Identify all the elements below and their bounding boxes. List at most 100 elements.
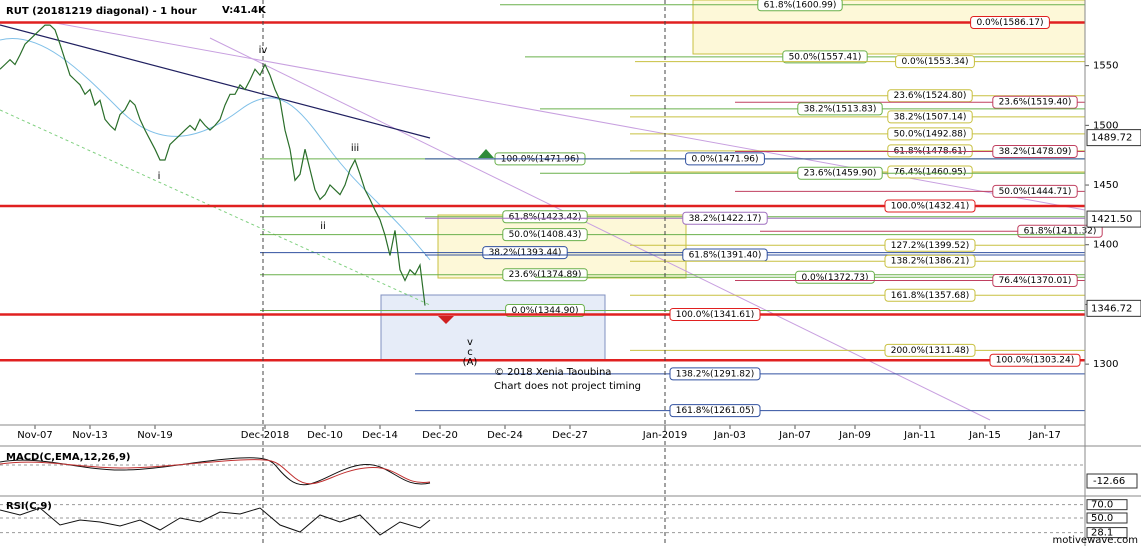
fib-label: 61.8%(1600.99): [764, 0, 837, 10]
y-tick-label: 1550: [1093, 61, 1118, 72]
wave-label: (A): [463, 357, 478, 368]
fib-label-box: [884, 343, 976, 357]
trend-line: [0, 24, 431, 139]
rsi-badge: [1086, 527, 1128, 539]
macd-value: -12.66: [1093, 476, 1125, 487]
fib-label: 0.0%(1471.96): [691, 154, 758, 164]
fib-label: 100.0%(1341.61): [676, 310, 755, 320]
fib-label: 23.6%(1519.40): [999, 98, 1072, 108]
fib-label-box: [992, 95, 1078, 109]
fib-label: 50.0%(1444.71): [999, 187, 1072, 197]
fib-label-box: [685, 152, 765, 166]
rsi-badge: [1086, 512, 1128, 524]
rsi-tick-label: 28.1: [1091, 528, 1113, 539]
fib-label: 23.6%(1524.80): [894, 91, 967, 101]
fib-label-box: [502, 228, 588, 242]
x-tick-label: Nov-07: [17, 430, 53, 441]
wave-label: v: [467, 337, 473, 348]
price-badge-label: 1346.72: [1091, 303, 1132, 314]
price-badge-label: 1421.50: [1091, 214, 1132, 225]
fib-label-box: [482, 246, 568, 260]
chart-title: RUT (20181219 diagonal) - 1 hour: [6, 6, 197, 17]
fib-label: 138.2%(1386.21): [891, 257, 970, 267]
fib-label-box: [989, 353, 1081, 367]
x-tick-label: Dec-10: [307, 430, 343, 441]
fib-label-box: [895, 55, 975, 69]
fib-label-box: [970, 15, 1050, 29]
fib-label: 38.2%(1422.17): [689, 214, 762, 224]
wave-label: ii: [320, 221, 326, 232]
x-tick-label: Nov-19: [137, 430, 173, 441]
y-tick-label: 1500: [1093, 120, 1118, 131]
watermark: motivewave.com: [1052, 535, 1138, 546]
fib-label: 38.2%(1478.09): [999, 147, 1072, 157]
wave-label: iii: [351, 143, 359, 154]
x-tick-label: Dec-27: [552, 430, 588, 441]
volume-label: V:41.4K: [222, 5, 267, 16]
y-tick-label: 1450: [1093, 180, 1118, 191]
fib-label-box: [797, 102, 883, 116]
y-tick-label: 1400: [1093, 240, 1118, 251]
signal-line: [0, 459, 431, 485]
rsi-label: RSI(C,9): [6, 501, 52, 512]
price-badge-label: 1489.72: [1091, 133, 1132, 144]
fib-label: 100.0%(1303.24): [996, 356, 1075, 366]
fib-label-box: [887, 110, 973, 124]
fib-label: 23.6%(1459.90): [804, 169, 877, 179]
fib-label-box: [757, 0, 843, 12]
fib-label-box: [782, 50, 868, 64]
fib-label-box: [992, 274, 1078, 288]
price-badge: [1086, 129, 1141, 147]
down-arrow: [438, 316, 454, 324]
trend-line: [49, 21, 1086, 211]
fib-label-box: [992, 184, 1078, 198]
rsi-tick-label: 70.0: [1091, 500, 1113, 511]
fib-label: 76.4%(1370.01): [999, 276, 1072, 286]
moving-average: [0, 38, 431, 261]
x-tick-label: Jan-11: [903, 430, 936, 441]
copyright: © 2018 Xenia Taoubina: [494, 367, 611, 378]
fib-label: 50.0%(1557.41): [789, 52, 862, 62]
wave-label: i: [158, 171, 161, 182]
fib-label-box: [884, 254, 976, 268]
trend-line: [209, 37, 991, 421]
fib-label-box: [884, 238, 976, 252]
x-tick-label: Dec-24: [487, 430, 523, 441]
fib-label: 0.0%(1344.90): [511, 306, 578, 316]
fib-label: 38.2%(1507.14): [894, 112, 967, 122]
x-tick-label: Dec-2018: [241, 430, 289, 441]
fib-label: 0.0%(1586.17): [976, 18, 1043, 28]
fib-label-box: [669, 404, 761, 418]
fib-label-box: [797, 166, 883, 180]
fib-label: 127.2%(1399.52): [891, 241, 970, 251]
x-tick-label: Nov-13: [72, 430, 108, 441]
rsi-tick-label: 50.0: [1091, 513, 1113, 524]
fib-label-box: [992, 145, 1078, 159]
fib-label: 38.2%(1393.44): [489, 248, 562, 258]
fib-label: 23.6%(1374.89): [509, 270, 582, 280]
x-tick-label: Dec-20: [422, 430, 458, 441]
fib-label-box: [887, 165, 973, 179]
x-tick-label: Jan-03: [713, 430, 746, 441]
fib-label: 38.2%(1513.83): [804, 104, 877, 114]
fib-label-box: [887, 144, 973, 158]
fib-label: 50.0%(1408.43): [509, 230, 582, 240]
fib-label-box: [682, 211, 768, 225]
fib-label: 50.0%(1492.88): [894, 129, 967, 139]
fib-label: 76.4%(1460.95): [894, 167, 967, 177]
x-tick-label: Dec-14: [362, 430, 398, 441]
rsi-line: [0, 507, 431, 536]
fib-label: 0.0%(1372.73): [801, 273, 868, 283]
fib-label: 138.2%(1291.82): [676, 369, 755, 379]
fib-label: 61.8%(1411.32): [1024, 227, 1097, 237]
wave-label: c: [467, 347, 473, 358]
fib-label: 100.0%(1432.41): [891, 202, 970, 212]
x-tick-label: Jan-17: [1028, 430, 1061, 441]
macd-label: MACD(C,EMA,12,26,9): [6, 452, 131, 463]
macd-badge: [1086, 473, 1138, 489]
x-tick-label: Jan-15: [968, 430, 1001, 441]
fib-label-box: [887, 127, 973, 141]
wave-line: [0, 109, 431, 306]
fib-label-box: [669, 367, 761, 381]
fib-label-box: [669, 307, 761, 321]
